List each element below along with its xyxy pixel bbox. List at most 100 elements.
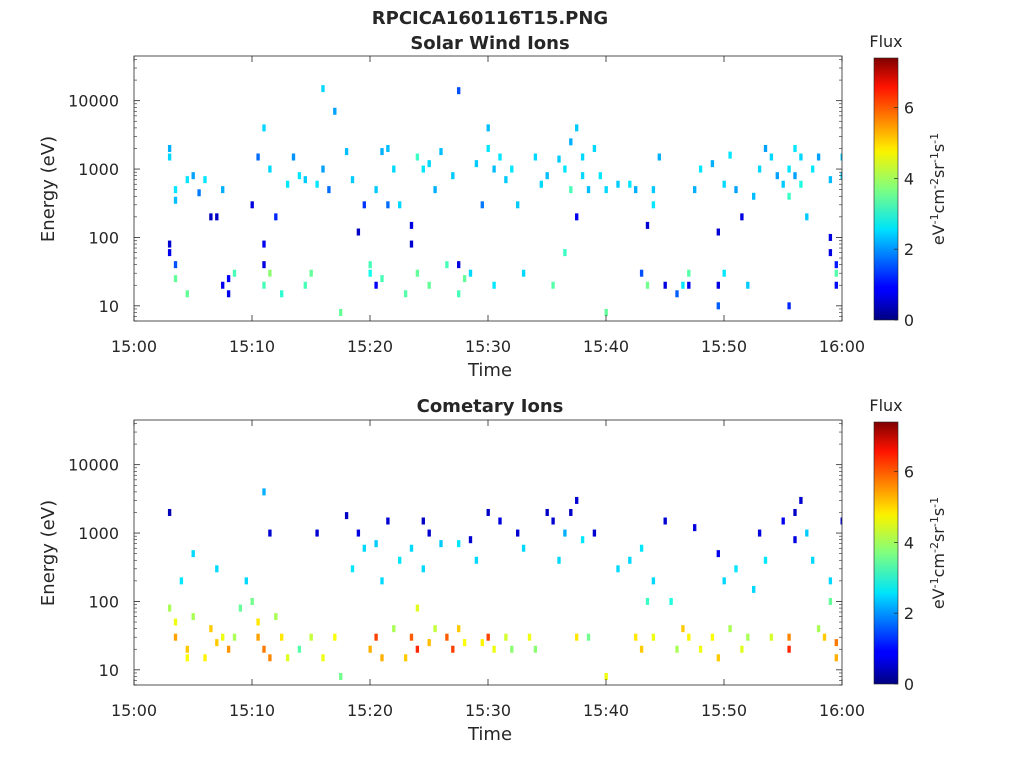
unit-part: eV xyxy=(929,224,948,245)
heatmap-cell xyxy=(309,633,313,641)
heatmap-cell xyxy=(663,281,667,289)
heatmap-cell xyxy=(840,153,842,161)
heatmap-cell xyxy=(415,269,420,277)
y-tick-label: 10 xyxy=(99,661,119,680)
heatmap-cell xyxy=(834,261,838,269)
heatmap-cell xyxy=(462,275,467,283)
heatmap-cell xyxy=(521,544,526,552)
heatmap-cell xyxy=(628,180,632,188)
heatmap-cell xyxy=(834,639,838,647)
heatmap-cell xyxy=(226,645,231,653)
heatmap-cell xyxy=(221,186,225,194)
heatmap-cell xyxy=(457,625,461,633)
heatmap-cell xyxy=(197,189,201,197)
heatmap-cell xyxy=(769,633,774,641)
y-tick-label: 100 xyxy=(88,228,119,247)
heatmap-cell xyxy=(374,540,378,548)
heatmap-cell xyxy=(722,577,726,585)
heatmap-cell xyxy=(805,213,809,221)
figure-title: RPCICA160116T15.PNG xyxy=(372,8,608,29)
heatmap-cell xyxy=(539,180,543,188)
heatmap-cell xyxy=(816,625,821,633)
heatmap-cells xyxy=(167,85,842,316)
x-tick-label: 15:50 xyxy=(701,337,747,356)
heatmap-cell xyxy=(486,633,490,641)
heatmap-cell xyxy=(274,213,278,221)
heatmap-cell xyxy=(415,604,420,612)
heatmap-cell xyxy=(232,269,237,277)
heatmap-cell xyxy=(752,585,756,593)
heatmap-cell xyxy=(368,269,372,277)
heatmap-cell xyxy=(327,186,331,194)
heatmap-cell xyxy=(321,654,325,662)
heatmap-cell xyxy=(799,180,803,188)
heatmap-cell xyxy=(167,144,172,152)
heatmap-cell xyxy=(480,639,484,647)
heatmap-cell xyxy=(639,645,644,653)
heatmap-cell xyxy=(799,153,803,161)
heatmap-cell xyxy=(734,565,738,573)
heatmap-cell xyxy=(285,654,290,662)
unit-exponent: -1 xyxy=(928,497,941,508)
heatmap-cell xyxy=(551,517,555,525)
heatmap-cell xyxy=(185,654,189,662)
heatmap-cell xyxy=(262,261,266,269)
heatmap-cell xyxy=(645,281,650,289)
heatmap-cell xyxy=(516,529,520,537)
heatmap-cell xyxy=(698,645,703,653)
heatmap-cell xyxy=(575,496,579,504)
heatmap-cell xyxy=(427,529,431,537)
heatmap-cell xyxy=(421,165,425,173)
heatmap-cell xyxy=(232,633,237,641)
heatmap-cell xyxy=(451,645,455,653)
heatmap-cell xyxy=(816,153,821,161)
heatmap-cell xyxy=(291,153,296,161)
heatmap-cell xyxy=(775,172,779,180)
heatmap-cell xyxy=(557,556,561,564)
unit-part: eV xyxy=(929,588,948,609)
heatmap-cell xyxy=(616,180,620,188)
heatmap-cell xyxy=(687,269,691,277)
heatmap-cell xyxy=(167,240,172,248)
heatmap-cell xyxy=(268,654,272,662)
heatmap-cell xyxy=(787,192,791,200)
heatmap-cell xyxy=(339,308,343,316)
unit-exponent: -1 xyxy=(928,516,941,527)
heatmap-cell xyxy=(268,269,272,277)
heatmap-cell xyxy=(262,645,266,653)
heatmap-cell xyxy=(710,160,715,168)
heatmap-cell xyxy=(468,269,473,277)
heatmap-cell xyxy=(433,186,437,194)
heatmap-cell xyxy=(828,597,833,605)
x-tick-label: 15:40 xyxy=(583,337,629,356)
heatmap-cell xyxy=(167,249,172,257)
heatmap-cell xyxy=(651,186,656,194)
heatmap-cell xyxy=(498,517,502,525)
heatmap-cell xyxy=(492,165,496,173)
heatmap-cell xyxy=(740,213,744,221)
x-tick-label: 15:30 xyxy=(465,701,511,720)
heatmap-cell xyxy=(716,550,720,558)
heatmap-cell xyxy=(309,269,313,277)
unit-part: sr xyxy=(929,163,948,178)
heatmap-cell xyxy=(492,281,496,289)
heatmap-cell xyxy=(392,625,396,633)
heatmap-cell xyxy=(563,249,567,257)
heatmap-cell xyxy=(374,281,378,289)
heatmap-cell xyxy=(457,290,461,298)
heatmap-cell xyxy=(799,496,803,504)
heatmap-cell xyxy=(457,540,461,548)
heatmap-cell xyxy=(763,144,768,152)
x-tick-label: 15:10 xyxy=(229,701,275,720)
heatmap-cell xyxy=(604,308,608,316)
heatmap-cell xyxy=(380,654,384,662)
heatmap-cell xyxy=(427,639,431,647)
heatmap-cell xyxy=(285,180,290,188)
heatmap-cell xyxy=(575,124,579,132)
heatmap-cell xyxy=(421,565,425,573)
heatmap-cell xyxy=(645,221,650,229)
heatmap-cell xyxy=(268,165,272,173)
heatmap-cell xyxy=(687,633,691,641)
heatmap-cell xyxy=(280,290,284,298)
heatmap-cell xyxy=(457,87,461,95)
